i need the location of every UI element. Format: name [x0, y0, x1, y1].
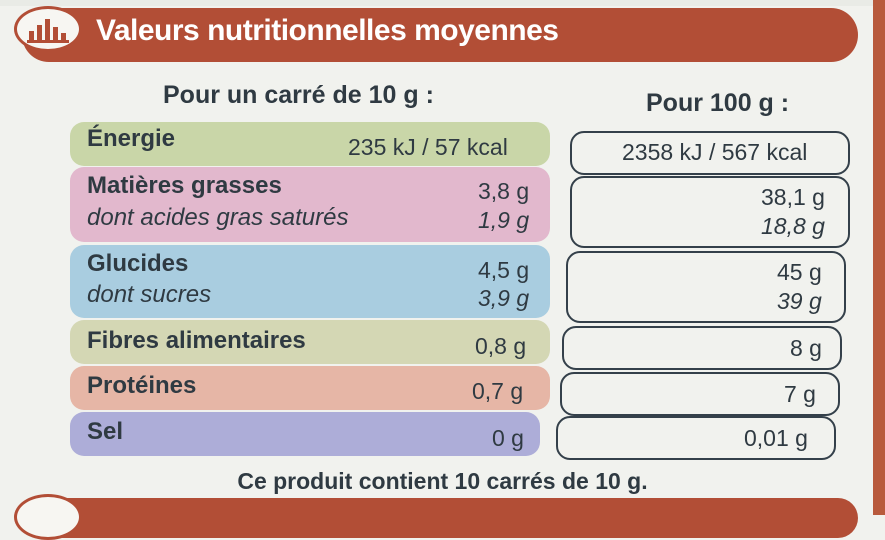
- value-matieres-portion: 3,8 g: [478, 178, 530, 204]
- value-sel-portion: 0 g: [492, 425, 524, 451]
- row-proteines-pill: [70, 366, 550, 410]
- box-sel-100g: [556, 416, 836, 460]
- value-matieres-100g: 38,1 g: [761, 184, 825, 210]
- footer-logo-badge: [14, 494, 82, 540]
- box-proteines-100g: [560, 372, 840, 416]
- column-header-100g: Pour 100 g :: [646, 89, 790, 117]
- row-fibres-pill: [70, 320, 550, 364]
- page-title: Valeurs nutritionnelles moyennes: [96, 14, 559, 47]
- box-glucides-100g: [566, 251, 846, 323]
- row-matieres-pill: [70, 167, 550, 242]
- value-satures-100g: 18,8 g: [761, 213, 825, 239]
- value-proteines-portion: 0,7 g: [472, 378, 524, 404]
- column-header-portion: Pour un carré de 10 g :: [163, 81, 434, 109]
- value-glucides-100g: 45 g: [777, 259, 822, 285]
- value-proteines-100g: 7 g: [784, 381, 816, 407]
- row-sel-pill: [70, 412, 540, 456]
- value-energie-portion: 235 kJ / 57 kcal: [348, 134, 508, 160]
- label-energie: Énergie: [87, 125, 176, 152]
- label-sel: Sel: [87, 418, 124, 445]
- value-fibres-portion: 0,8 g: [475, 333, 527, 359]
- top-strip: [0, 0, 885, 6]
- box-matieres-100g: [570, 176, 850, 248]
- footer-bar: [22, 498, 858, 538]
- value-sel-100g: 0,01 g: [744, 425, 808, 451]
- value-satures-portion: 1,9 g: [478, 207, 530, 233]
- value-energie-100g: 2358 kJ / 567 kcal: [622, 139, 808, 165]
- label-glucides: Glucides: [87, 250, 189, 277]
- row-energie-pill: [70, 122, 550, 166]
- value-fibres-100g: 8 g: [790, 335, 822, 361]
- value-glucides-portion: 4,5 g: [478, 257, 530, 283]
- header-bar: [22, 8, 858, 62]
- label-fibres: Fibres alimentaires: [87, 327, 306, 354]
- value-sucres-100g: 39 g: [777, 288, 822, 314]
- label-matieres-grasses: Matières grasses: [87, 172, 282, 199]
- value-sucres-portion: 3,9 g: [478, 285, 530, 311]
- label-sucres: dont sucres: [87, 281, 212, 308]
- row-glucides-pill: [70, 245, 550, 318]
- label-acides-gras-satures: dont acides gras saturés: [87, 204, 349, 231]
- bar-chart-icon: [27, 19, 69, 43]
- box-fibres-100g: [562, 326, 842, 370]
- label-proteines: Protéines: [87, 372, 197, 399]
- footer-note: Ce produit contient 10 carrés de 10 g.: [237, 468, 648, 494]
- logo-badge: [14, 6, 82, 52]
- box-energie-100g: [570, 131, 850, 175]
- side-strip: [873, 0, 885, 515]
